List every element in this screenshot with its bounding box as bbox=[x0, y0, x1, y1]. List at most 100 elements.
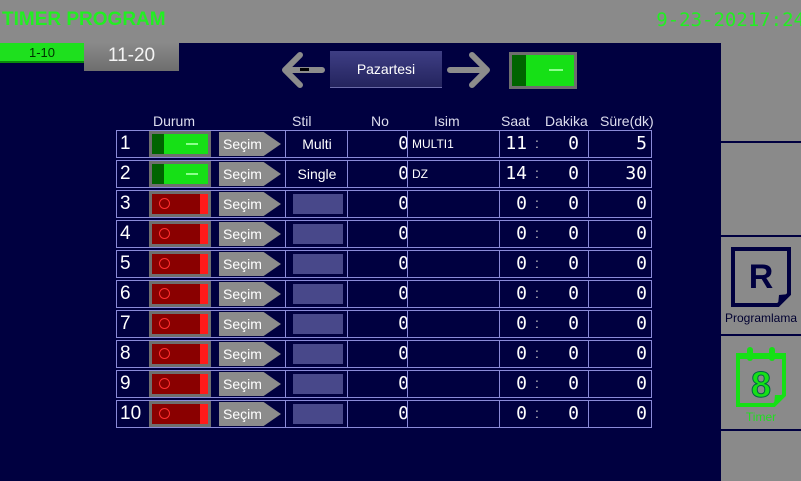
select-button[interactable]: Seçim bbox=[219, 312, 281, 336]
program-no: 0 bbox=[398, 283, 409, 304]
select-button[interactable]: Seçim bbox=[219, 222, 281, 246]
divider bbox=[347, 251, 348, 277]
time-colon: : bbox=[535, 375, 539, 391]
arrow-left-icon[interactable] bbox=[280, 50, 326, 90]
status-toggle[interactable] bbox=[149, 191, 211, 217]
sidebar-item-timer[interactable]: 8 Timer bbox=[721, 345, 801, 424]
table-row: 9 Seçim 0 0:0 0 bbox=[116, 370, 652, 398]
status-toggle[interactable] bbox=[149, 221, 211, 247]
select-button[interactable]: Seçim bbox=[219, 192, 281, 216]
hour-value: 0 bbox=[516, 343, 527, 364]
divider bbox=[499, 251, 500, 277]
toggle-knob bbox=[512, 55, 526, 86]
program-no: 0 bbox=[398, 253, 409, 274]
select-button[interactable]: Seçim bbox=[219, 282, 281, 306]
table-row: 4 Seçim 0 0:0 0 bbox=[116, 220, 652, 248]
style-empty-box bbox=[293, 404, 343, 424]
toggle-knob bbox=[152, 164, 165, 184]
status-toggle[interactable] bbox=[149, 371, 211, 397]
toggle-knob bbox=[199, 374, 208, 394]
time-colon: : bbox=[535, 135, 539, 151]
divider bbox=[588, 221, 589, 247]
divider bbox=[721, 334, 801, 336]
program-no: 0 bbox=[398, 193, 409, 214]
day-select-button[interactable]: Pazartesi bbox=[330, 51, 442, 88]
divider bbox=[499, 131, 500, 157]
divider bbox=[588, 191, 589, 217]
divider bbox=[721, 141, 801, 143]
divider bbox=[285, 221, 286, 247]
toggle-off-ring bbox=[158, 228, 170, 240]
divider bbox=[588, 311, 589, 337]
status-toggle[interactable] bbox=[149, 251, 211, 277]
divider bbox=[407, 341, 408, 367]
time-colon: : bbox=[535, 255, 539, 271]
minute-value: 0 bbox=[568, 163, 579, 184]
divider bbox=[499, 371, 500, 397]
duration-value: 5 bbox=[636, 133, 647, 154]
status-toggle[interactable] bbox=[149, 341, 211, 367]
status-toggle[interactable] bbox=[149, 281, 211, 307]
sidebar: R Programlama 8 Timer bbox=[721, 43, 801, 481]
divider bbox=[588, 131, 589, 157]
program-no: 0 bbox=[398, 373, 409, 394]
style-empty-box bbox=[293, 224, 343, 244]
duration-value: 0 bbox=[636, 193, 647, 214]
select-button[interactable]: Seçim bbox=[219, 372, 281, 396]
table-row: 6 Seçim 0 0:0 0 bbox=[116, 280, 652, 308]
divider bbox=[285, 281, 286, 307]
header-isim: Isim bbox=[434, 113, 460, 129]
divider bbox=[499, 191, 500, 217]
status-toggle[interactable] bbox=[149, 311, 211, 337]
program-name: MULTI1 bbox=[412, 137, 454, 151]
divider bbox=[347, 281, 348, 307]
minute-value: 0 bbox=[568, 223, 579, 244]
row-number: 8 bbox=[120, 343, 131, 364]
tab-11-20[interactable]: 11-20 bbox=[84, 43, 179, 71]
divider bbox=[347, 371, 348, 397]
time-colon: : bbox=[535, 345, 539, 361]
hour-value: 11 bbox=[505, 133, 527, 154]
hour-value: 0 bbox=[516, 403, 527, 424]
sidebar-label: Programlama bbox=[724, 311, 798, 325]
divider bbox=[588, 251, 589, 277]
status-toggle[interactable] bbox=[149, 161, 211, 187]
divider bbox=[407, 371, 408, 397]
status-toggle[interactable] bbox=[149, 401, 211, 427]
select-button[interactable]: Seçim bbox=[219, 252, 281, 276]
minute-value: 0 bbox=[568, 373, 579, 394]
divider bbox=[347, 131, 348, 157]
header-saat: Saat bbox=[501, 113, 530, 129]
arrow-right-icon[interactable] bbox=[446, 50, 492, 90]
select-button[interactable]: Seçim bbox=[219, 342, 281, 366]
divider bbox=[588, 341, 589, 367]
table-row: 3 Seçim 0 0:0 0 bbox=[116, 190, 652, 218]
select-button[interactable]: Seçim bbox=[219, 402, 281, 426]
select-button[interactable]: Seçim bbox=[219, 132, 281, 156]
divider bbox=[588, 281, 589, 307]
time-colon: : bbox=[535, 285, 539, 301]
divider bbox=[499, 161, 500, 187]
day-enable-toggle[interactable] bbox=[509, 52, 577, 89]
program-no: 0 bbox=[398, 133, 409, 154]
toggle-off-ring bbox=[158, 258, 170, 270]
toggle-off-ring bbox=[158, 198, 170, 210]
select-button[interactable]: Seçim bbox=[219, 162, 281, 186]
divider bbox=[285, 191, 286, 217]
divider bbox=[407, 401, 408, 427]
toggle-off-ring bbox=[158, 348, 170, 360]
status-toggle[interactable] bbox=[149, 131, 211, 157]
svg-text:R: R bbox=[749, 258, 774, 296]
style-value: Multi bbox=[302, 136, 332, 152]
header-dakika: Dakika bbox=[545, 113, 588, 129]
toggle-off-ring bbox=[158, 408, 170, 420]
minute-value: 0 bbox=[568, 313, 579, 334]
tab-1-10[interactable]: 1-10 bbox=[0, 43, 84, 63]
divider bbox=[407, 191, 408, 217]
minute-value: 0 bbox=[568, 403, 579, 424]
time-colon: : bbox=[535, 165, 539, 181]
divider bbox=[721, 429, 801, 431]
toggle-knob bbox=[199, 254, 208, 274]
program-no: 0 bbox=[398, 343, 409, 364]
sidebar-item-programlama[interactable]: R Programlama bbox=[721, 246, 801, 325]
